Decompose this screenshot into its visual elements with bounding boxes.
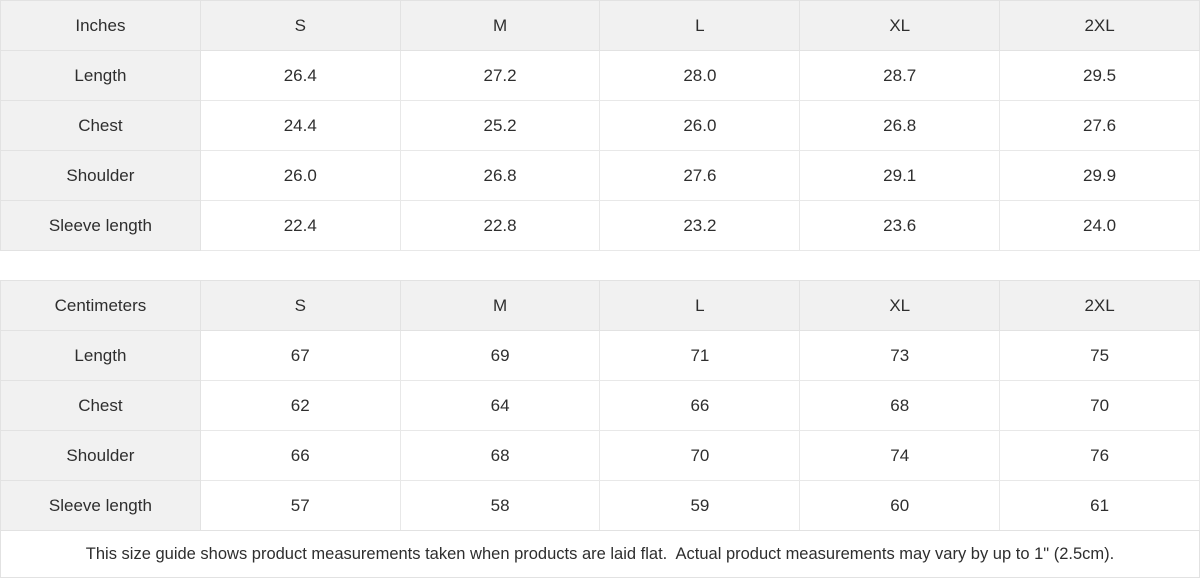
value-cell: 28.0 [599,50,801,101]
value-cell: 57 [199,480,401,531]
value-cell: 64 [399,380,601,431]
value-cell: 73 [799,330,1001,381]
size-header-xl: XL [799,280,1001,331]
value-cell: 26.0 [599,100,801,151]
value-cell: 27.6 [599,150,801,201]
row-label-shoulder: Shoulder [0,150,201,201]
size-header-l: L [599,0,801,51]
value-cell: 70 [999,380,1200,431]
value-cell: 69 [399,330,601,381]
value-cell: 67 [199,330,401,381]
value-cell: 24.4 [199,100,401,151]
table-gap [0,251,1200,280]
table-row: Length 26.4 27.2 28.0 28.7 29.5 [0,50,1200,101]
value-cell: 23.6 [799,200,1001,251]
size-guide-note: This size guide shows product measuremen… [0,530,1200,578]
table-row: Shoulder 26.0 26.8 27.6 29.1 29.9 [0,150,1200,201]
value-cell: 71 [599,330,801,381]
size-header-s: S [199,280,401,331]
value-cell: 61 [999,480,1200,531]
value-cell: 60 [799,480,1001,531]
size-header-2xl: 2XL [999,280,1200,331]
value-cell: 26.8 [799,100,1001,151]
value-cell: 22.4 [199,200,401,251]
row-label-shoulder: Shoulder [0,430,201,481]
value-cell: 59 [599,480,801,531]
size-header-m: M [399,280,601,331]
size-header-2xl: 2XL [999,0,1200,51]
value-cell: 75 [999,330,1200,381]
value-cell: 58 [399,480,601,531]
unit-header-inches: Inches [0,0,201,51]
table-row: Sleeve length 22.4 22.8 23.2 23.6 24.0 [0,200,1200,251]
row-label-length: Length [0,330,201,381]
value-cell: 27.2 [399,50,601,101]
size-header-m: M [399,0,601,51]
size-header-s: S [199,0,401,51]
value-cell: 76 [999,430,1200,481]
value-cell: 70 [599,430,801,481]
row-label-length: Length [0,50,201,101]
inches-header-row: Inches S M L XL 2XL [0,0,1200,51]
value-cell: 26.4 [199,50,401,101]
centimeters-table: Centimeters S M L XL 2XL Length 67 69 71… [0,280,1200,531]
value-cell: 29.9 [999,150,1200,201]
row-label-sleeve-length: Sleeve length [0,200,201,251]
value-cell: 24.0 [999,200,1200,251]
table-row: Shoulder 66 68 70 74 76 [0,430,1200,481]
centimeters-header-row: Centimeters S M L XL 2XL [0,280,1200,331]
table-row: Chest 62 64 66 68 70 [0,380,1200,431]
size-header-l: L [599,280,801,331]
inches-table: Inches S M L XL 2XL Length 26.4 27.2 28.… [0,0,1200,251]
value-cell: 26.0 [199,150,401,201]
value-cell: 62 [199,380,401,431]
row-label-chest: Chest [0,380,201,431]
value-cell: 22.8 [399,200,601,251]
table-row: Length 67 69 71 73 75 [0,330,1200,381]
value-cell: 27.6 [999,100,1200,151]
value-cell: 26.8 [399,150,601,201]
row-label-sleeve-length: Sleeve length [0,480,201,531]
value-cell: 68 [399,430,601,481]
size-header-xl: XL [799,0,1001,51]
table-row: Sleeve length 57 58 59 60 61 [0,480,1200,531]
value-cell: 66 [599,380,801,431]
value-cell: 29.5 [999,50,1200,101]
value-cell: 23.2 [599,200,801,251]
value-cell: 66 [199,430,401,481]
unit-header-centimeters: Centimeters [0,280,201,331]
value-cell: 28.7 [799,50,1001,101]
value-cell: 74 [799,430,1001,481]
row-label-chest: Chest [0,100,201,151]
value-cell: 29.1 [799,150,1001,201]
table-row: Chest 24.4 25.2 26.0 26.8 27.6 [0,100,1200,151]
value-cell: 68 [799,380,1001,431]
value-cell: 25.2 [399,100,601,151]
